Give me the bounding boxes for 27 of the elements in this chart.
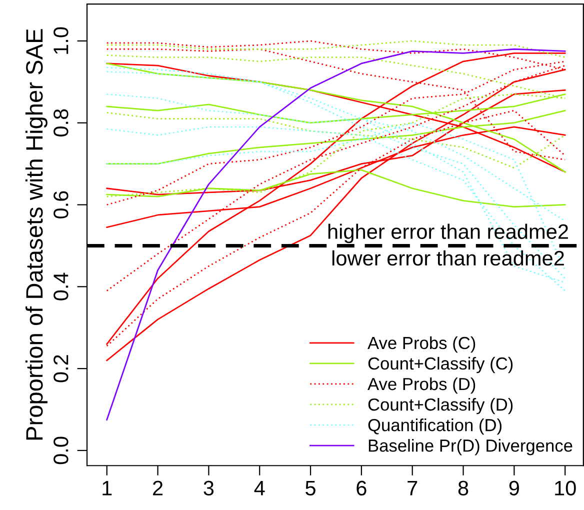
legend-label: Quantification (D) xyxy=(368,418,502,435)
y-tick-label: 0.0 xyxy=(54,436,68,464)
y-axis-title: Proportion of Datasets with Higher SAE xyxy=(25,29,48,440)
x-tick-label: 3 xyxy=(204,480,214,496)
x-tick-label: 4 xyxy=(254,480,265,496)
x-tick-label: 1 xyxy=(102,480,112,496)
annotation: higher error than readme2 xyxy=(328,224,568,244)
legend-label: Baseline Pr(D) Divergence xyxy=(368,439,572,456)
y-tick-label: 0.8 xyxy=(54,109,68,137)
legend-label: Count+Classify (D) xyxy=(368,398,513,414)
legend-label: Ave Probs (D) xyxy=(368,377,476,394)
y-tick-label: 0.4 xyxy=(54,272,68,300)
x-tick-label: 7 xyxy=(408,480,418,496)
x-tick-label: 10 xyxy=(555,480,576,496)
x-tick-label: 8 xyxy=(458,480,468,496)
y-tick-label: 1.0 xyxy=(54,27,68,54)
x-tick-label: 9 xyxy=(509,480,519,496)
x-tick-label: 6 xyxy=(356,480,366,496)
annotation: lower error than readme2 xyxy=(332,250,564,266)
legend-label: Ave Probs (C) xyxy=(368,336,476,353)
line-series xyxy=(106,48,566,420)
x-tick-label: 2 xyxy=(153,480,163,496)
x-tick-label: 5 xyxy=(306,480,316,496)
y-tick-label: 0.6 xyxy=(54,191,68,218)
line-series xyxy=(106,40,566,58)
legend-label: Count+Classify (C) xyxy=(368,356,513,374)
y-tick-label: 0.2 xyxy=(54,355,68,382)
